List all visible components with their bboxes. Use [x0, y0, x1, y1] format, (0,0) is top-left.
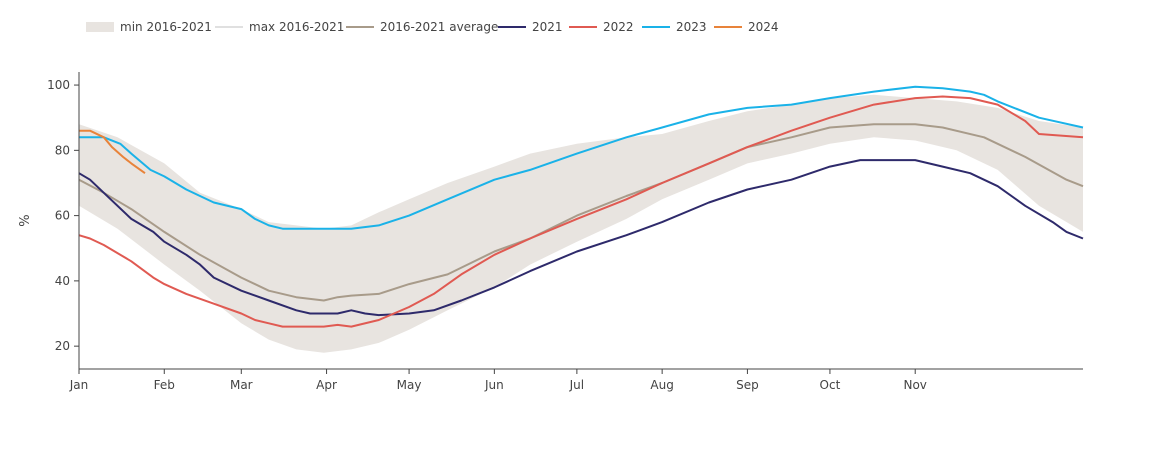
- legend-item-2023[interactable]: 2023: [642, 20, 707, 34]
- series-line-2024: [79, 129, 146, 175]
- x-tick-label-nov: Nov: [903, 378, 926, 392]
- legend-item-min-2016-2021[interactable]: min 2016-2021: [86, 20, 212, 34]
- series-line-2022: [78, 95, 1084, 328]
- legend-item-2024[interactable]: 2024: [714, 20, 779, 34]
- legend-label: 2024: [748, 20, 779, 34]
- legend-item-2022[interactable]: 2022: [569, 20, 634, 34]
- y-tick-label: 100: [47, 78, 70, 92]
- x-tick-label-aug: Aug: [650, 378, 673, 392]
- axes-layer: 20 40 60 80 100 Jan Feb Mar Apr May Jun Jul Aug Sep Oc…: [18, 72, 1083, 392]
- legend-item-max-2016-2021[interactable]: max 2016-2021: [215, 20, 344, 34]
- legend[interactable]: min 2016-2021 max 2016-2021 2016-2021 aver…: [86, 20, 779, 34]
- y-tick-label: 60: [55, 209, 70, 223]
- legend-label: 2021: [532, 20, 563, 34]
- min-max-band-layer: [79, 94, 1083, 353]
- series-line-2023: [79, 85, 1084, 230]
- y-tick-label: 80: [55, 143, 70, 157]
- x-tick-label-sep: Sep: [736, 378, 759, 392]
- x-tick-label-apr: Apr: [316, 378, 337, 392]
- series-line-2016-2021-average: [78, 123, 1084, 302]
- legend-label: 2016-2021 average: [380, 20, 498, 34]
- x-tick-label-oct: Oct: [820, 378, 841, 392]
- x-tick-label-jul: Jul: [569, 378, 584, 392]
- y-tick-label: 40: [55, 274, 70, 288]
- legend-label: min 2016-2021: [120, 20, 212, 34]
- legend-item-2021[interactable]: 2021: [498, 20, 563, 34]
- legend-item-2016-2021-average[interactable]: 2016-2021 average: [346, 20, 498, 34]
- series-line-2021: [78, 159, 1084, 317]
- legend-label: 2022: [603, 20, 634, 34]
- y-axis-title: %: [18, 214, 33, 226]
- legend-label: 2023: [676, 20, 707, 34]
- x-tick-label-jun: Jun: [484, 378, 504, 392]
- series-layer: [78, 85, 1084, 328]
- x-tick-label-jan: Jan: [69, 378, 89, 392]
- x-tick-label-mar: Mar: [230, 378, 253, 392]
- x-tick-label-may: May: [397, 378, 422, 392]
- legend-label: max 2016-2021: [249, 20, 344, 34]
- band-min-max-2016-2021: [79, 94, 1083, 353]
- x-tick-label-feb: Feb: [154, 378, 175, 392]
- legend-swatch: [86, 22, 114, 32]
- y-tick-label: 20: [55, 339, 70, 353]
